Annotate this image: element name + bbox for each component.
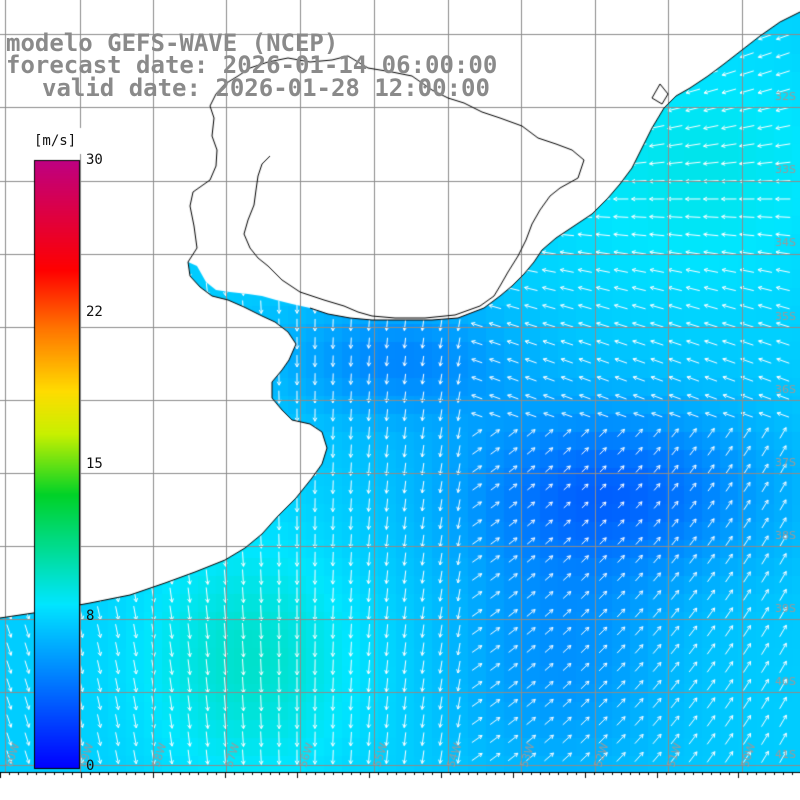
colorbar-unit: [m/s] [34, 133, 77, 149]
model-title: modelo GEFS-WAVE (NCEP) [6, 29, 339, 57]
valid-date-title: valid date: 2026-01-28 12:00:00 [42, 74, 490, 102]
colorbar-tick-22: 22 [86, 304, 103, 320]
forecast-date-title: forecast date: 2026-01-14 06:00:00 [6, 51, 498, 79]
colorbar-tick-8: 8 [86, 608, 95, 624]
colorbar-tick-30: 30 [86, 152, 103, 168]
colorbar-tick-15: 15 [86, 456, 103, 472]
colorbar-tick-0: 0 [86, 758, 95, 774]
